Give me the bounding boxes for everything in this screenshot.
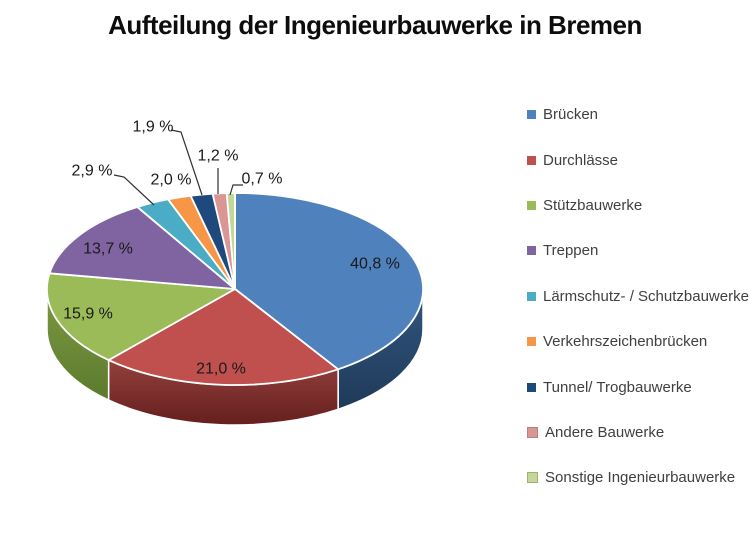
legend-swatch-icon: [527, 200, 536, 210]
legend-swatch-icon: [527, 246, 536, 256]
legend-swatch-icon: [527, 155, 536, 165]
data-label-7: 1,2 %: [198, 148, 239, 165]
leader-line-4: [113, 174, 155, 206]
legend-swatch-icon: [527, 110, 536, 120]
legend-swatch-icon: [527, 291, 536, 301]
data-label-6: 1,9 %: [133, 119, 174, 136]
legend-label: Stützbauwerke: [543, 196, 643, 214]
data-label-8: 0,7 %: [242, 171, 283, 188]
leader-lines: [113, 129, 243, 206]
leader-line-8: [229, 184, 243, 196]
legend-swatch-icon: [527, 472, 538, 484]
data-label-0: 40,8 %: [350, 256, 400, 273]
legend-item-bruecken: Brücken: [527, 92, 749, 137]
data-label-5: 2,0 %: [151, 172, 192, 189]
legend-item-treppen: Treppen: [527, 228, 749, 273]
legend-swatch-icon: [527, 337, 536, 347]
data-label-2: 15,9 %: [63, 306, 113, 323]
legend: Brücken Durchlässe Stützbauwerke Treppen…: [527, 92, 749, 501]
pie-slice-1: [107, 288, 339, 386]
legend-label: Andere Bauwerke: [545, 423, 665, 441]
data-label-4: 2,9 %: [72, 163, 113, 180]
legend-swatch-icon: [527, 382, 536, 392]
data-label-1: 21,0 %: [196, 361, 246, 378]
data-labels: 40,8 % 21,0 % 15,9 % 13,7 % 2,9 % 2,0 % 1,9 % 1…: [63, 119, 400, 378]
legend-label: Brücken: [543, 106, 599, 124]
legend-label: Tunnel/ Trogbauwerke: [543, 378, 692, 396]
legend-label: Lärmschutz- / Schutzbauwerke: [543, 287, 749, 305]
pie-slice-3: [48, 206, 236, 290]
legend-swatch-icon: [527, 426, 538, 438]
pie-top-faces: [46, 192, 424, 386]
legend-label: Sonstige Ingenieurbauwerke: [545, 469, 736, 487]
chart-title: Aufteilung der Ingenieurbauwerke in Brem…: [108, 10, 642, 40]
legend-item-sonstige: Sonstige Ingenieurbauwerke: [527, 455, 749, 500]
legend-label: Verkehrszeichenbrücken: [543, 333, 708, 351]
legend-label: Treppen: [543, 242, 599, 260]
legend-item-tunnel: Tunnel/ Trogbauwerke: [527, 364, 749, 409]
legend-item-durchlaesse: Durchlässe: [527, 137, 749, 182]
legend-label: Durchlässe: [543, 151, 619, 169]
legend-item-laermschutz: Lärmschutz- / Schutzbauwerke: [527, 274, 749, 319]
legend-item-verkehrszeichenbruecken: Verkehrszeichenbrücken: [527, 319, 749, 364]
leader-line-6: [170, 129, 203, 196]
pie-slice-2: [46, 272, 236, 361]
data-label-3: 13,7 %: [83, 241, 133, 258]
legend-item-stuetzbauwerke: Stützbauwerke: [527, 183, 749, 228]
legend-item-andere-bauwerke: Andere Bauwerke: [527, 410, 749, 455]
